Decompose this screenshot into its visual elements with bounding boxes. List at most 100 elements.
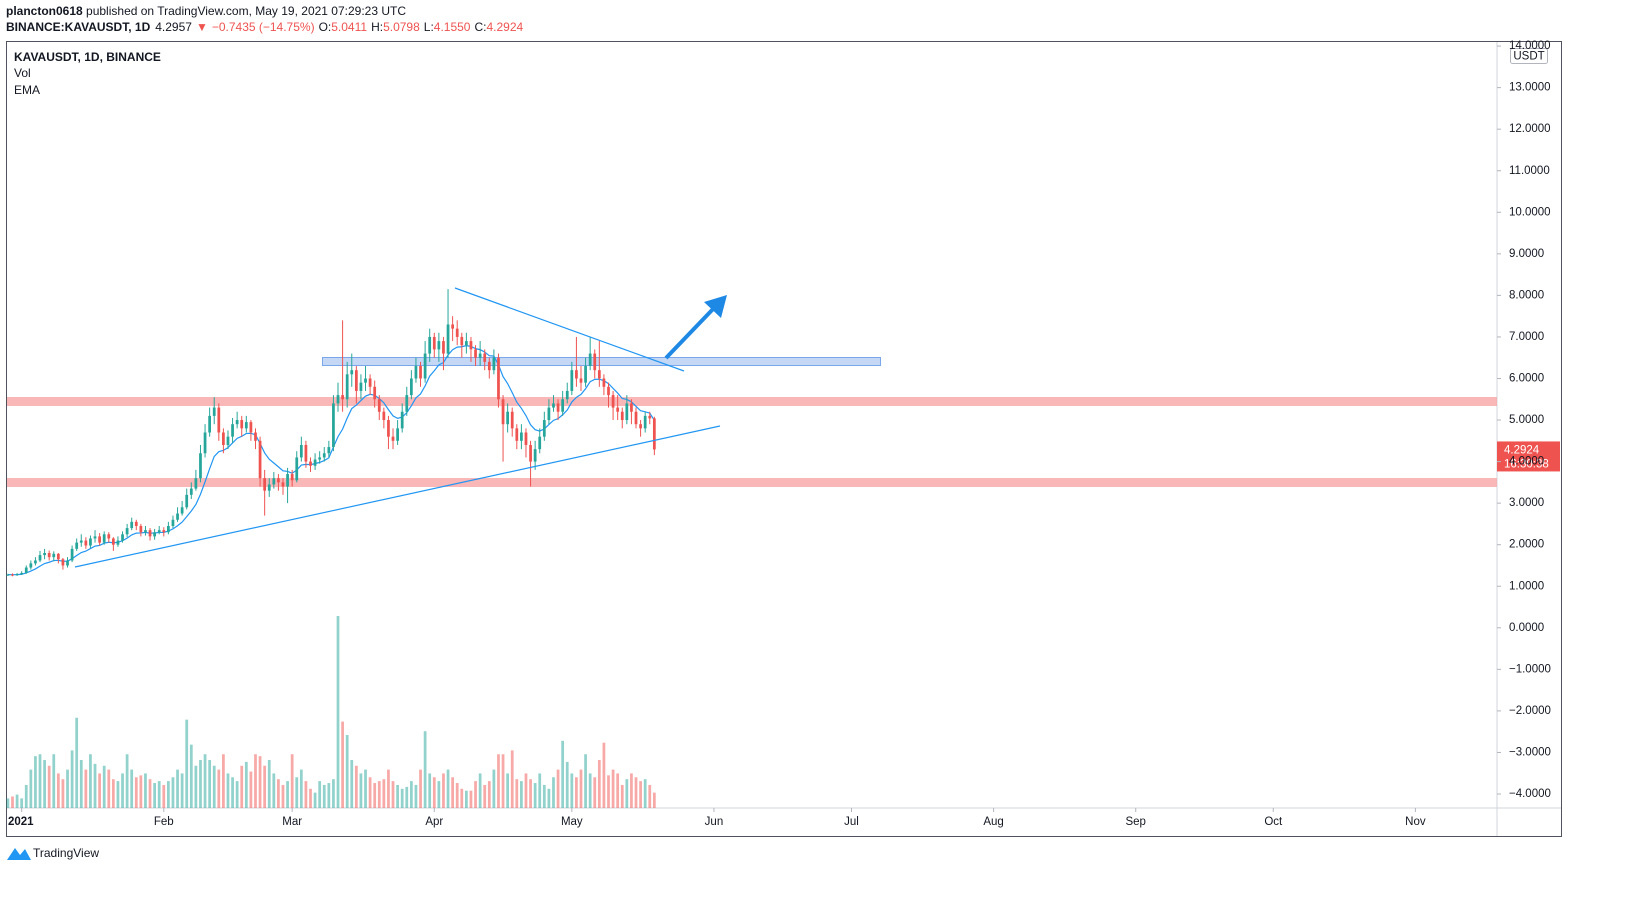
candle-body: [304, 444, 308, 462]
volume-bar: [116, 781, 120, 808]
candle-body: [625, 403, 629, 421]
volume-bar: [419, 769, 422, 808]
candle-body: [277, 478, 280, 483]
volume-bar: [263, 765, 267, 808]
volume-bar: [432, 777, 436, 808]
volume-bar: [254, 754, 257, 808]
volume-bar: [483, 784, 487, 808]
candle-body: [254, 432, 257, 441]
volume-bar: [345, 735, 349, 808]
candle-body: [107, 534, 111, 539]
candle-body: [176, 513, 179, 520]
candle-body: [368, 378, 372, 387]
candle-body: [382, 411, 386, 421]
volume-bar: [643, 779, 647, 808]
volume-bar: [43, 760, 46, 808]
candle-body: [61, 559, 65, 566]
candle-body: [565, 390, 569, 400]
volume-bar: [52, 754, 56, 808]
volume-bar: [47, 765, 51, 808]
volume-bar: [139, 775, 143, 808]
last-price-label: 4.2924 16:30:38: [1497, 441, 1560, 472]
x-tick-label: Mar: [282, 816, 302, 828]
candle-body: [171, 519, 175, 526]
volume-bar: [148, 779, 152, 808]
candle-body: [432, 336, 436, 350]
candle-body: [111, 538, 115, 545]
volume-bar: [295, 777, 299, 808]
volume-bar: [593, 777, 597, 808]
candle-body: [648, 415, 652, 419]
candle-body: [451, 324, 454, 329]
x-tick-label: Apr: [425, 816, 443, 828]
y-tick-label: 0.0000: [1509, 622, 1544, 634]
volume-bar: [217, 769, 221, 808]
volume-bar: [332, 779, 335, 808]
candle-body: [194, 478, 198, 489]
volume-bar: [616, 773, 620, 808]
candle-body: [341, 395, 344, 400]
candle-body: [286, 474, 289, 487]
volume-bar: [98, 773, 101, 808]
footer: TradingView: [33, 846, 99, 860]
candle-body: [249, 422, 253, 433]
candle-body: [199, 453, 202, 479]
candle-body: [52, 553, 56, 558]
volume-bar: [575, 777, 578, 808]
candle-body: [350, 370, 354, 375]
volume-bar: [460, 788, 464, 808]
arrow-head: [704, 295, 727, 318]
x-tick-label: Sep: [1125, 816, 1145, 828]
ema-line: [7, 345, 655, 576]
candle-body: [226, 436, 230, 445]
volume-bar: [258, 756, 262, 808]
volume-bar: [396, 784, 399, 808]
volume-bar: [506, 773, 510, 808]
ascending-trendline: [74, 425, 721, 568]
volume-bar: [244, 761, 248, 808]
volume-bar: [556, 769, 560, 808]
candle-body: [616, 407, 620, 412]
candle-body: [409, 378, 413, 396]
author: plancton0618: [6, 4, 83, 18]
volume-bar: [497, 754, 500, 808]
volume-bar: [66, 769, 69, 808]
supply-zone: [322, 357, 881, 366]
candle-body: [501, 399, 505, 425]
volume-bar: [277, 779, 280, 808]
candle-body: [354, 370, 358, 391]
candle-body: [529, 444, 532, 462]
volume-bar: [336, 616, 340, 808]
volume-bar: [478, 773, 482, 808]
candle-body: [153, 532, 156, 537]
candle-body: [263, 478, 267, 491]
candle-body: [542, 420, 546, 437]
candle-body: [652, 418, 656, 450]
candle-body: [56, 553, 60, 560]
candle-body: [318, 457, 322, 460]
volume-bar: [327, 783, 331, 808]
candle-body: [575, 370, 578, 379]
y-tick-label: −1.0000: [1509, 663, 1551, 675]
volume-bar: [157, 781, 161, 808]
candle-body: [487, 361, 491, 371]
volume-bar: [405, 786, 409, 808]
volume-bar: [529, 779, 532, 808]
candle-body: [506, 411, 510, 425]
candle-body: [419, 366, 422, 379]
volume-bar: [350, 760, 354, 808]
currency: USDT: [1513, 51, 1544, 63]
l-label: L:: [424, 20, 434, 34]
volume-bar: [176, 769, 179, 808]
candle-body: [29, 563, 33, 568]
candle-body: [630, 403, 633, 412]
volume-bar: [538, 773, 542, 808]
candle-body: [579, 378, 583, 383]
candle-body: [43, 553, 46, 556]
candle-body: [364, 378, 367, 383]
candle-body: [607, 386, 610, 396]
candle-body: [483, 353, 487, 362]
candle-body: [327, 447, 331, 454]
volume-bar: [409, 781, 413, 808]
candle-body: [524, 432, 528, 445]
